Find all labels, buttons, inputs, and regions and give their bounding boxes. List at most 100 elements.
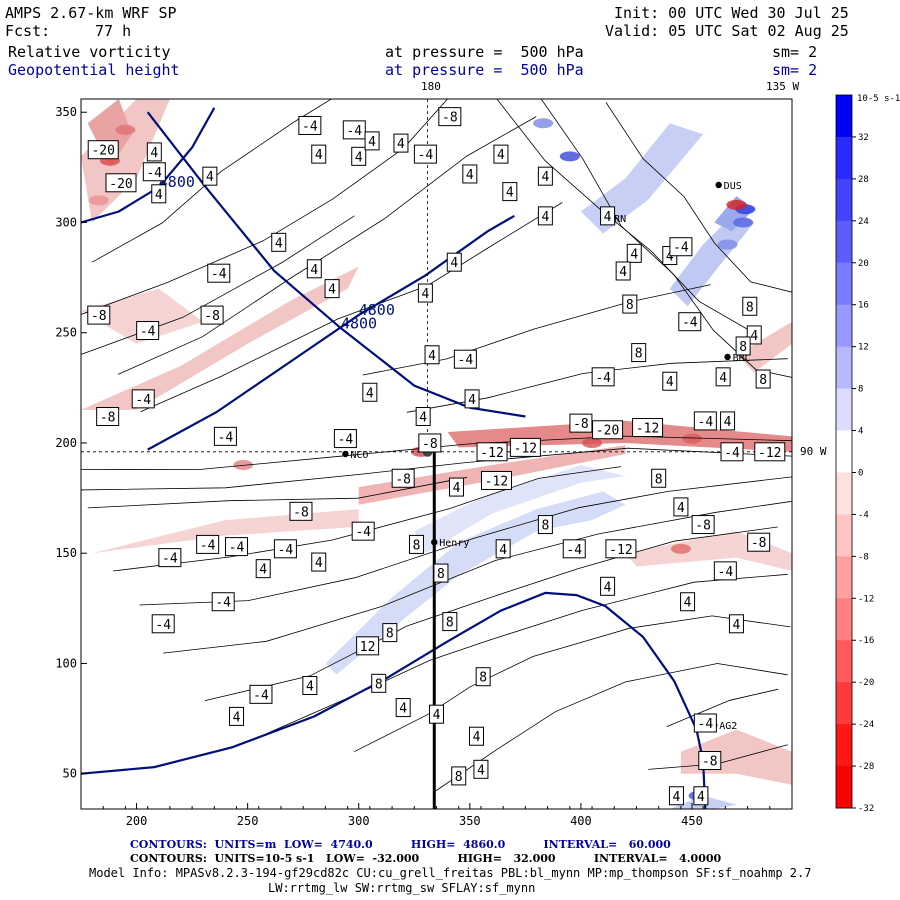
colorbar-label-7: 4 — [858, 427, 863, 437]
contour-label-box-92 — [755, 369, 771, 389]
vorticity-contour-18 — [666, 688, 779, 728]
contour-label-box-32 — [418, 433, 442, 453]
contour-label-box-29 — [131, 389, 155, 409]
vorticity-contour-20 — [362, 284, 711, 376]
contour-label-box-37 — [632, 418, 664, 438]
contour-label-box-23 — [362, 382, 378, 402]
contour-label-box-8 — [306, 259, 322, 279]
contour-label-24: 4 — [419, 411, 427, 426]
contour-label-67: 8 — [386, 627, 394, 642]
contour-label-26: -4 — [140, 325, 156, 340]
contour-label-box-66 — [747, 532, 771, 552]
contour-label-box-79 — [468, 726, 484, 746]
vorticity-contour-17 — [81, 215, 355, 355]
colorbar-segment-10 — [836, 514, 852, 557]
contour-label-17: 4 — [466, 168, 474, 183]
height-contour-info: CONTOURS: UNITS=m LOW= 4740.0 HIGH= 4860… — [130, 838, 671, 851]
contour-label-box-65 — [728, 614, 744, 634]
contour-label-box-39 — [720, 411, 736, 431]
height-contour-3 — [81, 591, 707, 809]
contour-label-96: -4 — [595, 371, 611, 386]
colorbar-label-15: -28 — [858, 762, 874, 772]
colorbar: 32 28 24 20 16 12 8 4 0 -4 -8 -12 -16 -20 -24 -28 -32 — [835, 94, 874, 814]
contour-label-box-24 — [415, 407, 431, 427]
station-label-3: AG2 — [719, 721, 737, 732]
vorticity-contour-16 — [81, 99, 449, 315]
contour-label-82: -4 — [698, 717, 714, 732]
contour-label-94: 4 — [666, 375, 674, 390]
contour-label-33: -12 — [480, 446, 503, 461]
contour-label-box-1 — [105, 173, 137, 193]
colorbar-label-11: -12 — [858, 594, 874, 604]
contour-label-4: -4 — [146, 166, 162, 181]
contour-label-30: -4 — [218, 430, 234, 445]
contour-label-box-70 — [371, 673, 387, 693]
contour-label-103: 4 — [497, 148, 505, 163]
y-tick-label-3: 200 — [55, 436, 77, 450]
contour-label-39: 4 — [724, 415, 732, 430]
contour-label-5: 4 — [206, 170, 214, 185]
colorbar-segment-2 — [836, 178, 852, 222]
contour-label-box-77 — [475, 667, 491, 687]
contour-label-28: -8 — [100, 411, 116, 426]
contour-label-box-72 — [249, 684, 273, 704]
contour-label-box-0 — [87, 140, 119, 160]
colorbar-segment-1 — [836, 136, 852, 180]
contour-label-box-55 — [433, 563, 449, 583]
contour-label-40: -12 — [758, 446, 781, 461]
contour-label-15: 4 — [397, 137, 405, 152]
y-tick-label-0: 50 — [63, 767, 77, 781]
contour-label-106: 4 — [541, 170, 549, 185]
model-title: AMPS 2.67-km WRF SP — [5, 4, 177, 22]
vorticity-core-5 — [726, 199, 747, 210]
colorbar-segment-7 — [836, 388, 852, 432]
map-axes: 200 250 300 350 400 450 50 100 150 200 250 300 350 — [55, 105, 793, 828]
vorticity-band-9 — [580, 123, 704, 234]
contour-label-box-38 — [693, 411, 717, 431]
contour-label-25: -8 — [91, 309, 107, 324]
x-tick-label-3: 350 — [459, 814, 481, 828]
contour-label-box-48 — [273, 539, 297, 559]
contour-label-89: -4 — [682, 316, 698, 331]
contour-label-box-30 — [213, 426, 237, 446]
contour-label-box-7 — [271, 232, 287, 252]
contour-label-102: 4 — [541, 210, 549, 225]
contour-label-box-82 — [693, 713, 717, 733]
contour-label-62: -4 — [718, 565, 734, 580]
contour-label-box-20 — [424, 345, 440, 365]
contour-label-1: -20 — [109, 177, 132, 192]
contour-label-box-105 — [502, 182, 518, 202]
contour-label-37: -12 — [636, 422, 659, 437]
contour-label-box-50 — [225, 537, 249, 557]
contour-label-72: -4 — [253, 688, 269, 703]
contour-label-box-2 — [146, 142, 162, 162]
contour-label-box-49 — [196, 534, 220, 554]
contour-label-box-43 — [480, 470, 512, 490]
contour-label-box-4 — [142, 162, 166, 182]
station-label-4: DUS — [724, 181, 742, 192]
contour-label-46: -4 — [355, 525, 371, 540]
contour-label-box-59 — [605, 539, 637, 559]
vorticity-band-1 — [87, 99, 133, 168]
contour-label-31: -4 — [338, 433, 354, 448]
contour-label-box-86 — [626, 243, 642, 263]
contour-label-38: -4 — [698, 415, 714, 430]
contour-label-41: -4 — [724, 446, 740, 461]
colorbar-label-3: 20 — [858, 259, 869, 269]
vorticity-contour-4 — [81, 447, 792, 491]
contour-label-box-89 — [678, 312, 702, 332]
contour-label-6: -4 — [211, 267, 227, 282]
y-tick-label-1: 100 — [55, 656, 77, 670]
map-frame — [80, 98, 793, 810]
contour-label-14: 4 — [368, 135, 376, 150]
contour-label-51: -4 — [162, 552, 178, 567]
contour-label-box-67 — [382, 623, 398, 643]
contour-label-box-41 — [720, 442, 744, 462]
vorticity-core-10 — [582, 437, 603, 448]
x-tick-label-5: 450 — [681, 814, 703, 828]
contour-label-box-71 — [302, 676, 318, 696]
x-tick-label-4: 400 — [570, 814, 592, 828]
vorticity-contour-1 — [117, 116, 537, 375]
vorticity-core-14 — [670, 543, 691, 554]
vorticity-band-12 — [736, 321, 792, 373]
